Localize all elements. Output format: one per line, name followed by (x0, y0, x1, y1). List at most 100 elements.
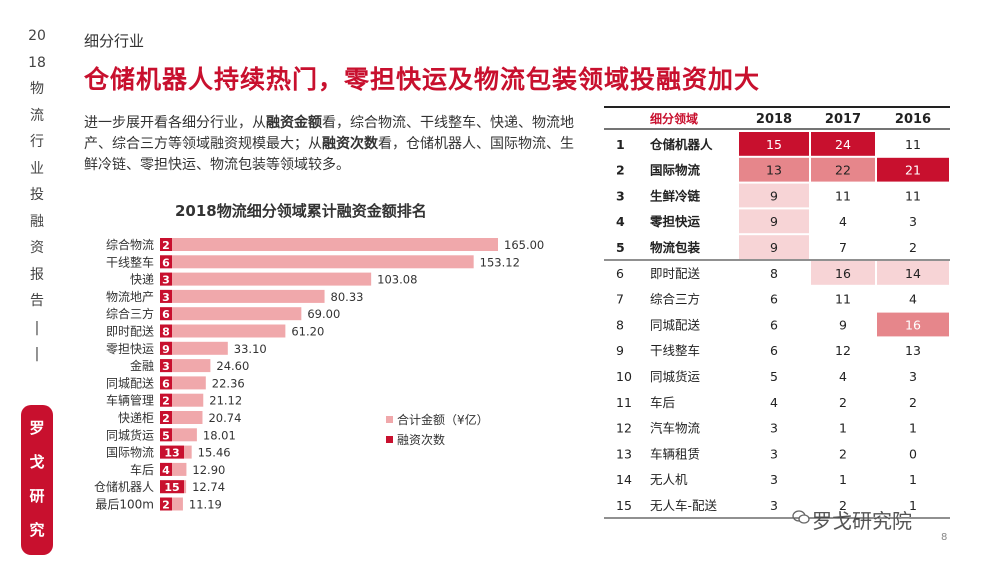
amount-label: 11.19 (189, 498, 222, 512)
amount-label: 15.46 (198, 446, 231, 460)
table-cell-highlight (739, 132, 809, 156)
table-cell: 14 (616, 472, 632, 487)
category-label: 快递柜 (118, 411, 154, 425)
wechat-icon (792, 510, 810, 524)
category-label: 国际物流 (106, 446, 154, 460)
table-cell: 15 (766, 137, 782, 152)
count-bar (160, 307, 172, 321)
table-cell: 13 (616, 446, 632, 461)
category-label: 仓储机器人 (94, 479, 154, 494)
count-bar (160, 376, 172, 390)
count-bar (160, 393, 172, 407)
legend-label-count: 融资次数 (397, 432, 445, 447)
table-cell: 3 (909, 214, 917, 229)
intro-text: 进一步展开看各细分行业，从融资金额看，综合物流、干线整车、快递、物流地产、综合三… (84, 113, 574, 176)
count-bar (160, 462, 172, 476)
table-cell: 仓储机器人 (649, 137, 713, 152)
amount-bar (160, 324, 286, 338)
table-cell: 生鲜冷链 (650, 188, 701, 203)
table-cell: 16 (835, 266, 851, 281)
sidebar-char: 18 (28, 54, 46, 71)
sidebar-char: | (34, 319, 40, 336)
amount-label: 80.33 (331, 290, 364, 304)
category-label: 干线整车 (106, 254, 154, 269)
category-label: 车后 (130, 462, 154, 477)
amount-label: 165.00 (504, 238, 544, 252)
sidebar-char: 报 (30, 266, 44, 283)
table-cell: 4 (616, 214, 625, 229)
table-cell: 11 (835, 188, 851, 203)
table-cell-highlight (811, 132, 875, 156)
count-label: 5 (162, 429, 170, 442)
amount-label: 20.74 (208, 411, 241, 425)
count-label: 6 (162, 377, 170, 390)
table-cell: 国际物流 (650, 163, 701, 178)
sidebar-char: 行 (30, 134, 44, 150)
count-label: 3 (162, 274, 170, 287)
count-label: 6 (162, 308, 170, 321)
table-cell: 2 (839, 395, 847, 410)
table-cell: 干线整车 (650, 343, 700, 358)
table-cell: 6 (616, 266, 624, 281)
count-label: 6 (162, 256, 170, 269)
category-label: 同城配送 (106, 375, 154, 390)
table-cell: 2 (616, 163, 625, 178)
page-number: 8 (941, 532, 948, 543)
category-label: 最后100m (95, 498, 154, 512)
amount-label: 22.36 (212, 376, 245, 390)
table-cell: 9 (770, 240, 778, 255)
table-cell: 零担快运 (649, 214, 701, 229)
table-header-cell: 2017 (825, 112, 861, 127)
intro-bold-2: 融资次数 (322, 136, 378, 152)
table-header-cell: 2016 (895, 112, 931, 127)
count-label: 3 (162, 360, 170, 373)
table-cell: 汽车物流 (650, 421, 701, 436)
table-cell: 1 (909, 498, 917, 513)
table-cell-highlight (739, 183, 809, 208)
category-label: 金融 (130, 358, 154, 373)
intro-text-1: 进一步展开看各细分行业，从 (84, 115, 266, 131)
count-bar (160, 238, 172, 251)
count-bar (160, 289, 172, 303)
table-cell: 3 (909, 369, 917, 384)
count-bar (160, 359, 172, 373)
table-cell: 11 (835, 292, 851, 307)
table-cell: 6 (770, 317, 778, 332)
amount-bar (160, 238, 498, 251)
table-cell: 7 (839, 240, 847, 255)
count-label: 8 (162, 326, 170, 339)
count-label: 2 (162, 499, 170, 512)
count-label: 4 (162, 464, 170, 477)
table-cell: 11 (616, 395, 632, 410)
table-cell: 3 (770, 498, 778, 513)
amount-bar (160, 272, 372, 286)
table-cell: 22 (835, 163, 851, 178)
table-cell: 8 (770, 266, 778, 281)
legend-swatch-count (386, 436, 393, 443)
table-header-cell: 2018 (756, 112, 792, 127)
table-cell: 同城货运 (650, 369, 701, 384)
table-cell: 9 (770, 214, 778, 229)
table-cell: 4 (909, 292, 917, 307)
sidebar-char: 融 (30, 213, 44, 230)
count-bar (160, 272, 172, 286)
table-cell: 5 (616, 240, 625, 255)
bar-chart: 综合物流 165.00 2 干线整车 153.12 6 快递 103.08 3 物流地产 80.33… (94, 237, 544, 512)
amount-label: 24.60 (216, 359, 249, 373)
amount-label: 18.01 (203, 428, 236, 442)
table-cell: 6 (770, 343, 778, 358)
amount-label: 21.12 (209, 394, 242, 408)
table-cell: 12 (616, 421, 632, 436)
table-cell: 车后 (650, 395, 675, 410)
count-label: 2 (162, 412, 170, 425)
table-cell-highlight (877, 261, 949, 285)
table-cell: 15 (616, 498, 632, 513)
table-cell: 4 (770, 395, 778, 410)
table-cell-highlight (739, 209, 809, 234)
brand-label: 罗戈研究院 (812, 509, 912, 533)
table-cell-highlight (877, 312, 949, 337)
count-bar (160, 324, 172, 338)
sidebar-badge-char: 罗 (29, 419, 45, 437)
